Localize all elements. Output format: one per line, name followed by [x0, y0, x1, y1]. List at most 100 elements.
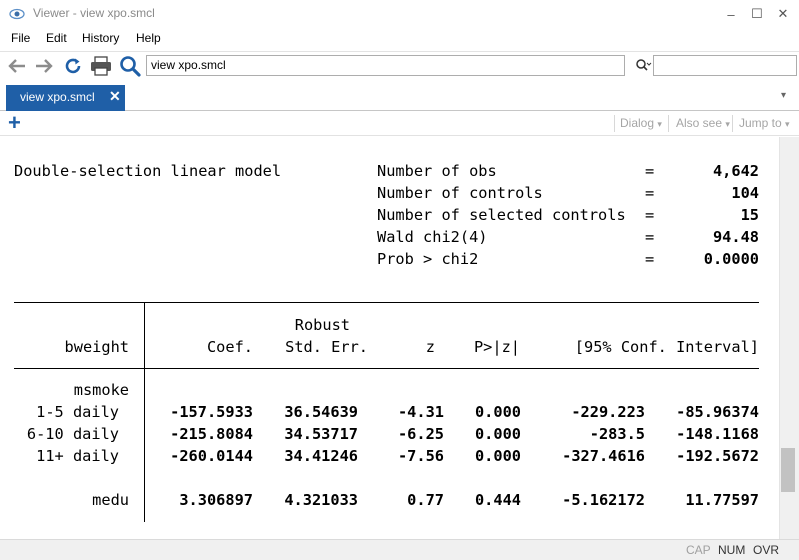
cell-p: 0.444	[474, 491, 521, 509]
cell-ci-high: -192.5672	[676, 447, 759, 465]
jump-to-label: Jump to	[739, 116, 782, 130]
maximize-button[interactable]: ☐	[751, 6, 763, 21]
scrollbar-thumb[interactable]	[781, 448, 795, 492]
status-bar	[0, 539, 799, 560]
separator	[614, 115, 615, 132]
menu-help[interactable]: Help	[136, 31, 161, 45]
command-input[interactable]: view xpo.smcl	[146, 55, 625, 76]
stat-value-selected: 15	[740, 206, 759, 224]
search-icon[interactable]	[634, 57, 652, 75]
cell-ci-high: -148.1168	[676, 425, 759, 443]
cell-z: -4.31	[397, 403, 444, 421]
row-name: medu	[92, 491, 129, 509]
toolbar	[0, 51, 799, 81]
cell-coef: -157.5933	[170, 403, 253, 421]
stat-eq: =	[645, 250, 655, 268]
cell-ci-low: -327.4616	[562, 447, 645, 465]
group-label: msmoke	[73, 381, 129, 399]
separator	[732, 115, 733, 132]
stat-label-controls: Number of controls	[377, 184, 543, 202]
minimize-button[interactable]: –	[727, 6, 735, 22]
dialog-label: Dialog	[620, 116, 655, 130]
row-name: 1-5 daily	[36, 403, 119, 421]
menu-file[interactable]: File	[11, 31, 31, 45]
also-see-label: Also see	[676, 116, 723, 130]
cell-coef: -260.0144	[170, 447, 253, 465]
header-coef: Coef.	[206, 338, 253, 356]
cell-z: -7.56	[397, 447, 444, 465]
cell-ci-high: 11.77597	[685, 491, 759, 509]
stat-eq: =	[645, 162, 655, 180]
stat-value-controls: 104	[731, 184, 759, 202]
cell-se: 34.41246	[284, 447, 358, 465]
dialog-chevron-down-icon: ▾	[657, 119, 662, 129]
stat-label-wald: Wald chi2(4)	[377, 228, 488, 246]
viewer-toolbar	[0, 111, 799, 136]
cell-coef: -215.8084	[170, 425, 253, 443]
window-title: Viewer - view xpo.smcl	[33, 6, 155, 20]
menu-edit[interactable]: Edit	[46, 31, 67, 45]
find-icon[interactable]	[119, 55, 141, 77]
header-p: P>|z|	[473, 338, 520, 356]
header-ci: [95% Conf. Interval]	[574, 338, 759, 356]
back-arrow-icon[interactable]	[6, 55, 28, 77]
cell-ci-low: -283.5	[589, 425, 645, 443]
cell-z: 0.77	[407, 491, 444, 509]
refresh-icon[interactable]	[62, 55, 84, 77]
also-see-chevron-down-icon: ▾	[725, 119, 730, 129]
cell-ci-low: -5.162172	[562, 491, 645, 509]
row-name: 6-10 daily	[26, 425, 119, 443]
cell-z: -6.25	[397, 425, 444, 443]
search-input[interactable]	[653, 55, 797, 76]
cell-p: 0.000	[474, 425, 521, 443]
stat-label-prob: Prob > chi2	[377, 250, 479, 268]
stat-eq: =	[645, 206, 655, 224]
tab-overflow-icon[interactable]: ▾	[781, 90, 787, 101]
jump-to-chevron-down-icon: ▾	[785, 119, 790, 129]
cell-p: 0.000	[474, 447, 521, 465]
cell-se: 34.53717	[284, 425, 358, 443]
stat-label-obs: Number of obs	[377, 162, 497, 180]
header-se: Std. Err.	[285, 338, 368, 356]
cell-coef: 3.306897	[179, 491, 253, 509]
print-icon[interactable]	[90, 55, 112, 77]
header-depvar: bweight	[64, 338, 129, 356]
dialog-button[interactable]: Dialog ▾	[620, 116, 662, 130]
also-see-button[interactable]: Also see ▾	[676, 116, 730, 130]
stat-value-obs: 4,642	[712, 162, 759, 180]
table-header-rule	[14, 368, 759, 369]
cell-se: 4.321033	[284, 491, 358, 509]
separator	[668, 115, 669, 132]
stat-eq: =	[645, 228, 655, 246]
vertical-scrollbar[interactable]	[779, 137, 799, 539]
cell-se: 36.54639	[284, 403, 358, 421]
table-top-rule	[14, 302, 759, 303]
status-ovr: OVR	[753, 543, 780, 557]
stat-eq: =	[645, 184, 655, 202]
row-name: 11+ daily	[36, 447, 119, 465]
header-z: z	[425, 338, 435, 356]
eye-icon	[9, 8, 25, 20]
cell-p: 0.000	[474, 403, 521, 421]
menu-bar	[0, 28, 799, 50]
jump-to-button[interactable]: Jump to ▾	[739, 116, 790, 130]
cell-ci-high: -85.96374	[676, 403, 759, 421]
status-cap: CAP	[686, 543, 711, 557]
add-icon[interactable]: +	[8, 110, 21, 135]
forward-arrow-icon[interactable]	[33, 55, 55, 77]
table-column-rule	[144, 302, 145, 522]
cell-ci-low: -229.223	[571, 403, 645, 421]
model-title: Double-selection linear model	[14, 162, 282, 180]
header-robust: Robust	[294, 316, 350, 334]
stat-label-selected: Number of selected controls	[377, 206, 626, 224]
tab-label: view xpo.smcl	[20, 90, 95, 104]
results-pane: Double-selection linear model Number of …	[0, 137, 779, 539]
close-button[interactable]: ✕	[777, 6, 789, 21]
stat-value-prob: 0.0000	[703, 250, 759, 268]
menu-history[interactable]: History	[82, 31, 120, 45]
stat-value-wald: 94.48	[712, 228, 759, 246]
tab-strip	[0, 83, 799, 111]
tab-view-xpo[interactable]: view xpo.smcl ✕	[6, 85, 125, 111]
tab-close-icon[interactable]: ✕	[109, 88, 121, 104]
status-num: NUM	[718, 543, 746, 557]
